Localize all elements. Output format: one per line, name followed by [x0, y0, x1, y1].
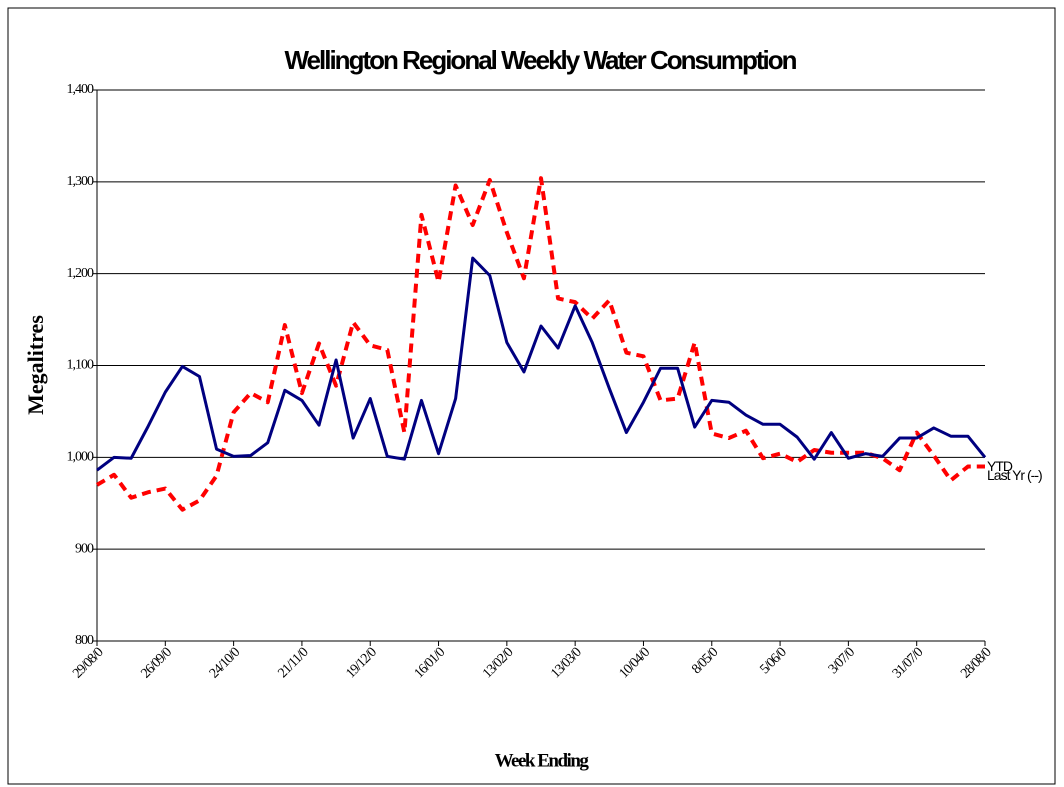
x-axis-title: Week Ending — [495, 750, 590, 771]
x-tick-label: 19/12/0 — [343, 645, 380, 682]
y-axis-title: Megalitres — [23, 315, 48, 415]
x-tick-label: 3/07/0 — [826, 645, 858, 677]
y-tick-label: 1,000 — [67, 450, 95, 465]
x-tick-label: 31/07/0 — [890, 645, 927, 682]
y-tick-label: 900 — [75, 541, 94, 556]
y-tick-label: 1,300 — [67, 174, 95, 189]
y-tick-label: 800 — [75, 633, 94, 648]
series-line — [96, 256, 987, 472]
x-tick-label: 5/06/0 — [758, 645, 790, 677]
x-tick-label: 24/10/0 — [207, 645, 244, 682]
x-tick-label: 16/01/0 — [412, 645, 449, 682]
x-tick-label: 29/08/0 — [70, 645, 107, 682]
y-tick-label: 1,400 — [67, 82, 95, 97]
x-tick-label: 13/02/0 — [480, 645, 517, 682]
y-tick-label: 1,200 — [67, 266, 95, 281]
chart-title: Wellington Regional Weekly Water Consump… — [284, 45, 796, 75]
series-label: Last Yr (--) — [987, 467, 1042, 483]
series-label: YTD — [987, 458, 1013, 474]
x-tick-label: 10/04/0 — [617, 645, 654, 682]
x-tick-label: 28/08/0 — [958, 645, 995, 682]
x-tick-label: 13/03/0 — [548, 645, 585, 682]
x-tick-label: 26/09/0 — [139, 645, 176, 682]
chart-border — [7, 7, 1056, 785]
x-tick-label: 21/11/0 — [275, 645, 311, 681]
series-line — [95, 176, 985, 512]
y-tick-label: 1,100 — [67, 358, 95, 373]
x-tick-label: 8/05/0 — [689, 645, 721, 677]
